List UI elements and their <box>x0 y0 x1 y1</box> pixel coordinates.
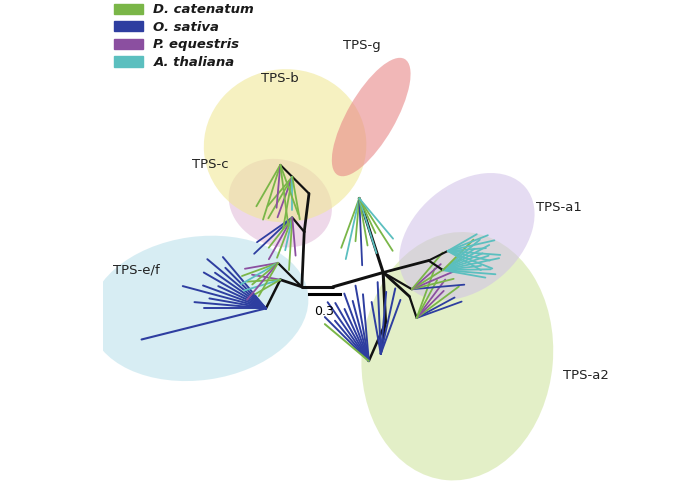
Ellipse shape <box>229 159 332 247</box>
Text: TPS-c: TPS-c <box>192 159 228 172</box>
Ellipse shape <box>332 58 410 176</box>
Text: 0.3: 0.3 <box>314 305 334 318</box>
Text: TPS-a1: TPS-a1 <box>536 201 582 214</box>
Ellipse shape <box>204 69 366 222</box>
Ellipse shape <box>399 173 534 300</box>
Text: TPS-a2: TPS-a2 <box>562 369 608 382</box>
Legend: D. catenatum, O. sativa, P. equestris, A. thaliana: D. catenatum, O. sativa, P. equestris, A… <box>110 0 258 73</box>
Text: TPS-b: TPS-b <box>262 72 299 85</box>
Ellipse shape <box>362 232 553 481</box>
Text: TPS-g: TPS-g <box>342 39 380 52</box>
Text: TPS-e/f: TPS-e/f <box>113 264 160 277</box>
Ellipse shape <box>90 236 308 381</box>
